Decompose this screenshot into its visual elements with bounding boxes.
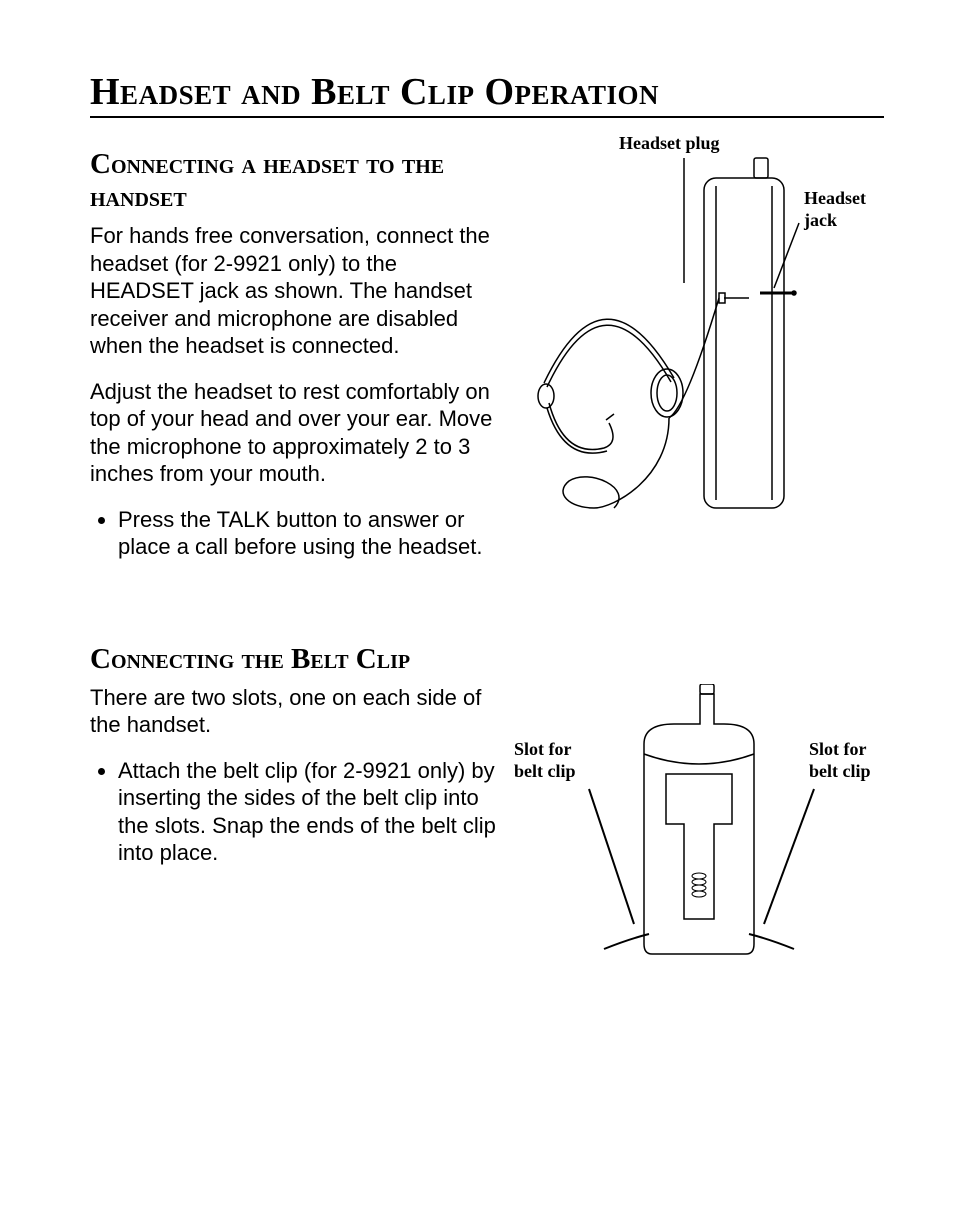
section-2-p1: There are two slots, one on each side of… xyxy=(90,684,496,739)
section-1-columns: Connecting a headset to the handset For … xyxy=(90,148,884,573)
figure-headset-wrap: Headset plug Headset jack xyxy=(514,148,884,568)
section-1-p1: For hands free conversation, connect the… xyxy=(90,222,496,360)
section-2-columns: There are two slots, one on each side of… xyxy=(90,684,884,994)
figure-beltclip-wrap: Slot for belt clip Slot for belt clip xyxy=(514,684,884,994)
section-1-bullet-1: Press the TALK button to answer or place… xyxy=(118,506,496,561)
callout-slot-left-2: belt clip xyxy=(514,761,576,782)
callout-headset-plug: Headset plug xyxy=(619,133,720,154)
callout-headset-jack-2: jack xyxy=(804,210,837,231)
callout-slot-right-1: Slot for xyxy=(809,739,867,760)
figure-beltclip: Slot for belt clip Slot for belt clip xyxy=(514,684,884,994)
figure-headset: Headset plug Headset jack xyxy=(514,148,884,568)
section-2-list: Attach the belt clip (for 2-9921 only) b… xyxy=(90,757,496,867)
section-1-title: Connecting a headset to the handset xyxy=(90,148,496,214)
page-title: Headset and Belt Clip Operation xyxy=(90,70,884,114)
section-1-p2: Adjust the headset to rest comfortably o… xyxy=(90,378,496,488)
section-1-text: Connecting a headset to the handset For … xyxy=(90,148,514,573)
callout-slot-left-1: Slot for xyxy=(514,739,572,760)
page: Headset and Belt Clip Operation Connecti… xyxy=(0,0,954,1104)
title-rule xyxy=(90,116,884,118)
beltclip-illustration xyxy=(514,684,884,994)
section-2-bullet-1: Attach the belt clip (for 2-9921 only) b… xyxy=(118,757,496,867)
callout-slot-right-2: belt clip xyxy=(809,761,871,782)
section-1-list: Press the TALK button to answer or place… xyxy=(90,506,496,561)
section-beltclip: Connecting the Belt Clip There are two s… xyxy=(90,643,884,994)
section-headset: Connecting a headset to the handset For … xyxy=(90,148,884,573)
section-2-text: There are two slots, one on each side of… xyxy=(90,684,514,879)
callout-headset-jack-1: Headset xyxy=(804,188,866,209)
section-2-title: Connecting the Belt Clip xyxy=(90,643,884,676)
